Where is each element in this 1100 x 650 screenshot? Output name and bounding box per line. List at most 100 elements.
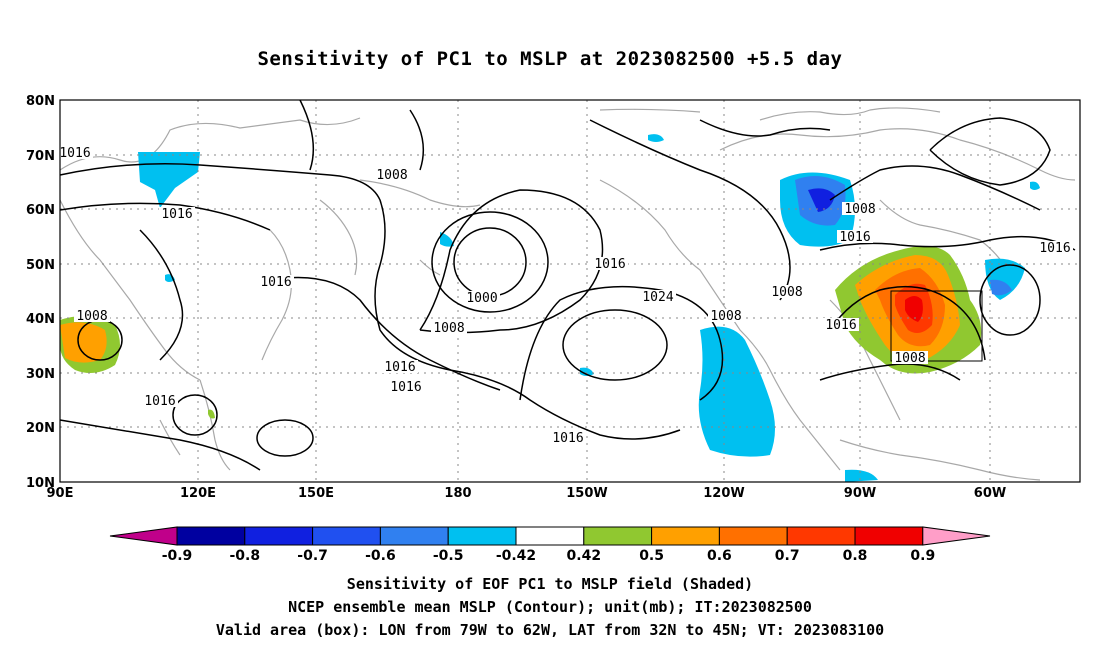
contour-label-bg xyxy=(374,168,410,181)
contour-label-bg xyxy=(769,285,805,298)
colorbar-segment xyxy=(786,526,856,546)
longitude-label: 90E xyxy=(47,486,74,501)
contour-label-bg xyxy=(382,360,418,373)
shading-region xyxy=(440,232,454,247)
contour-label: 1016 xyxy=(161,207,192,222)
colorbar-tick-label: -0.5 xyxy=(433,548,464,564)
contour-label: 1000 xyxy=(466,291,497,306)
longitude-label: 90W xyxy=(844,486,876,501)
contour-label-bg xyxy=(258,275,294,288)
colorbar-segment xyxy=(651,526,720,546)
colorbar-segment xyxy=(515,526,585,546)
latitude-label: 50N xyxy=(26,258,55,273)
colorbar-right-arrow xyxy=(922,526,991,546)
shading-region xyxy=(580,367,594,376)
contour-label-bg xyxy=(708,309,744,322)
colorbar-tick-label: -0.6 xyxy=(365,548,396,564)
contour-label: 1016 xyxy=(839,230,870,245)
shading-region xyxy=(905,296,923,322)
contour-label: 1008 xyxy=(771,285,802,300)
latitude-label: 80N xyxy=(26,94,55,109)
latitude-label: 10N xyxy=(26,476,55,491)
colorbar: -0.9 -0.8 -0.7 -0.6 -0.5 -0.42 0.42 0.5 0.6 0.7 0.… xyxy=(109,526,991,564)
contour-label-bg xyxy=(431,321,467,334)
caption-line-2: NCEP ensemble mean MSLP (Contour); unit(… xyxy=(288,598,812,616)
coastlines xyxy=(59,107,1076,481)
colorbar-tick-label: 0.5 xyxy=(639,548,664,564)
longitude-label: 60W xyxy=(974,486,1006,501)
contour-label-bg xyxy=(74,309,110,322)
shading-region xyxy=(138,152,200,208)
shading-region xyxy=(1030,181,1040,190)
colorbar-tick-label: 0.9 xyxy=(910,548,935,564)
shading-region xyxy=(648,134,664,142)
colorbar-tick-label: -0.7 xyxy=(297,548,328,564)
colorbar-segment xyxy=(244,526,314,546)
longitude-label: 150W xyxy=(566,486,607,501)
caption-line-3: Valid area (box): LON from 79W to 62W, L… xyxy=(215,621,885,639)
shading-region xyxy=(845,469,878,482)
contour-label-bg xyxy=(550,431,586,444)
valid-area-box xyxy=(890,290,983,362)
shading-region xyxy=(808,188,835,212)
shading-region xyxy=(698,326,775,457)
colorbar-segment xyxy=(854,526,924,546)
contour-label-bg xyxy=(892,351,928,364)
shading-region xyxy=(208,409,215,419)
contour-labels: 1016100810161016100010081016101610161024… xyxy=(57,146,1073,446)
latitude-label: 60N xyxy=(26,203,55,218)
map-frame xyxy=(59,99,1081,483)
contour-label-bg xyxy=(640,290,676,303)
contour-label: 1024 xyxy=(642,290,673,305)
colorbar-tick-label: -0.42 xyxy=(496,548,536,564)
latitude-label: 40N xyxy=(26,312,55,327)
colorbar-tick-label: 0.42 xyxy=(567,548,602,564)
colorbar-tick-label: 0.8 xyxy=(843,548,868,564)
contour-label-bg xyxy=(823,318,859,331)
contour-label: 1008 xyxy=(376,168,407,183)
latitude-labels: 80N 70N 60N 50N 40N 30N 20N 10N xyxy=(26,94,55,491)
contour-label-bg xyxy=(464,291,500,304)
contour-label: 1016 xyxy=(59,146,90,161)
longitude-label: 120W xyxy=(703,486,744,501)
colorbar-segment xyxy=(583,526,653,546)
contour-label: 1008 xyxy=(433,321,464,336)
shading-region xyxy=(990,279,1012,296)
shading xyxy=(60,134,1040,482)
longitude-labels: 90E 120E 150E 180 150W 120W 90W 60W xyxy=(47,486,1007,501)
contour-label: 1016 xyxy=(1039,241,1070,256)
contour-label-bg xyxy=(592,257,628,270)
contour-label-bg xyxy=(57,146,93,159)
latitude-label: 70N xyxy=(26,149,55,164)
colorbar-tick-label: -0.8 xyxy=(229,548,260,564)
mslp-contours xyxy=(59,99,1076,471)
longitude-label: 180 xyxy=(444,486,471,501)
latitude-label: 30N xyxy=(26,367,55,382)
contour-label: 1008 xyxy=(894,351,925,366)
contour-label: 1016 xyxy=(594,257,625,272)
contour-label: 1016 xyxy=(144,394,175,409)
contour-label-bg xyxy=(837,230,873,243)
chart-title: Sensitivity of PC1 to MSLP at 2023082500… xyxy=(257,48,843,70)
latitude-label: 20N xyxy=(26,421,55,436)
contour-label: 1016 xyxy=(260,275,291,290)
colorbar-segment xyxy=(447,526,517,546)
contour-label: 1016 xyxy=(825,318,856,333)
contour-label-bg xyxy=(1037,241,1073,254)
colorbar-left-arrow xyxy=(109,526,178,546)
shading-region xyxy=(60,322,107,363)
colorbar-tick-label: -0.9 xyxy=(162,548,193,564)
contour-label-bg xyxy=(159,207,195,220)
contour-label: 1008 xyxy=(76,309,107,324)
colorbar-segment xyxy=(312,526,381,546)
contour-label: 1008 xyxy=(710,309,741,324)
caption-line-1: Sensitivity of EOF PC1 to MSLP field (Sh… xyxy=(346,575,754,593)
longitude-label: 120E xyxy=(180,486,216,501)
colorbar-segment xyxy=(718,526,788,546)
contour-label: 1008 xyxy=(844,202,875,217)
colorbar-segment xyxy=(379,526,449,546)
contour-label-bg xyxy=(842,202,878,215)
contour-label: 1016 xyxy=(552,431,583,446)
colorbar-tick-label: 0.7 xyxy=(775,548,800,564)
